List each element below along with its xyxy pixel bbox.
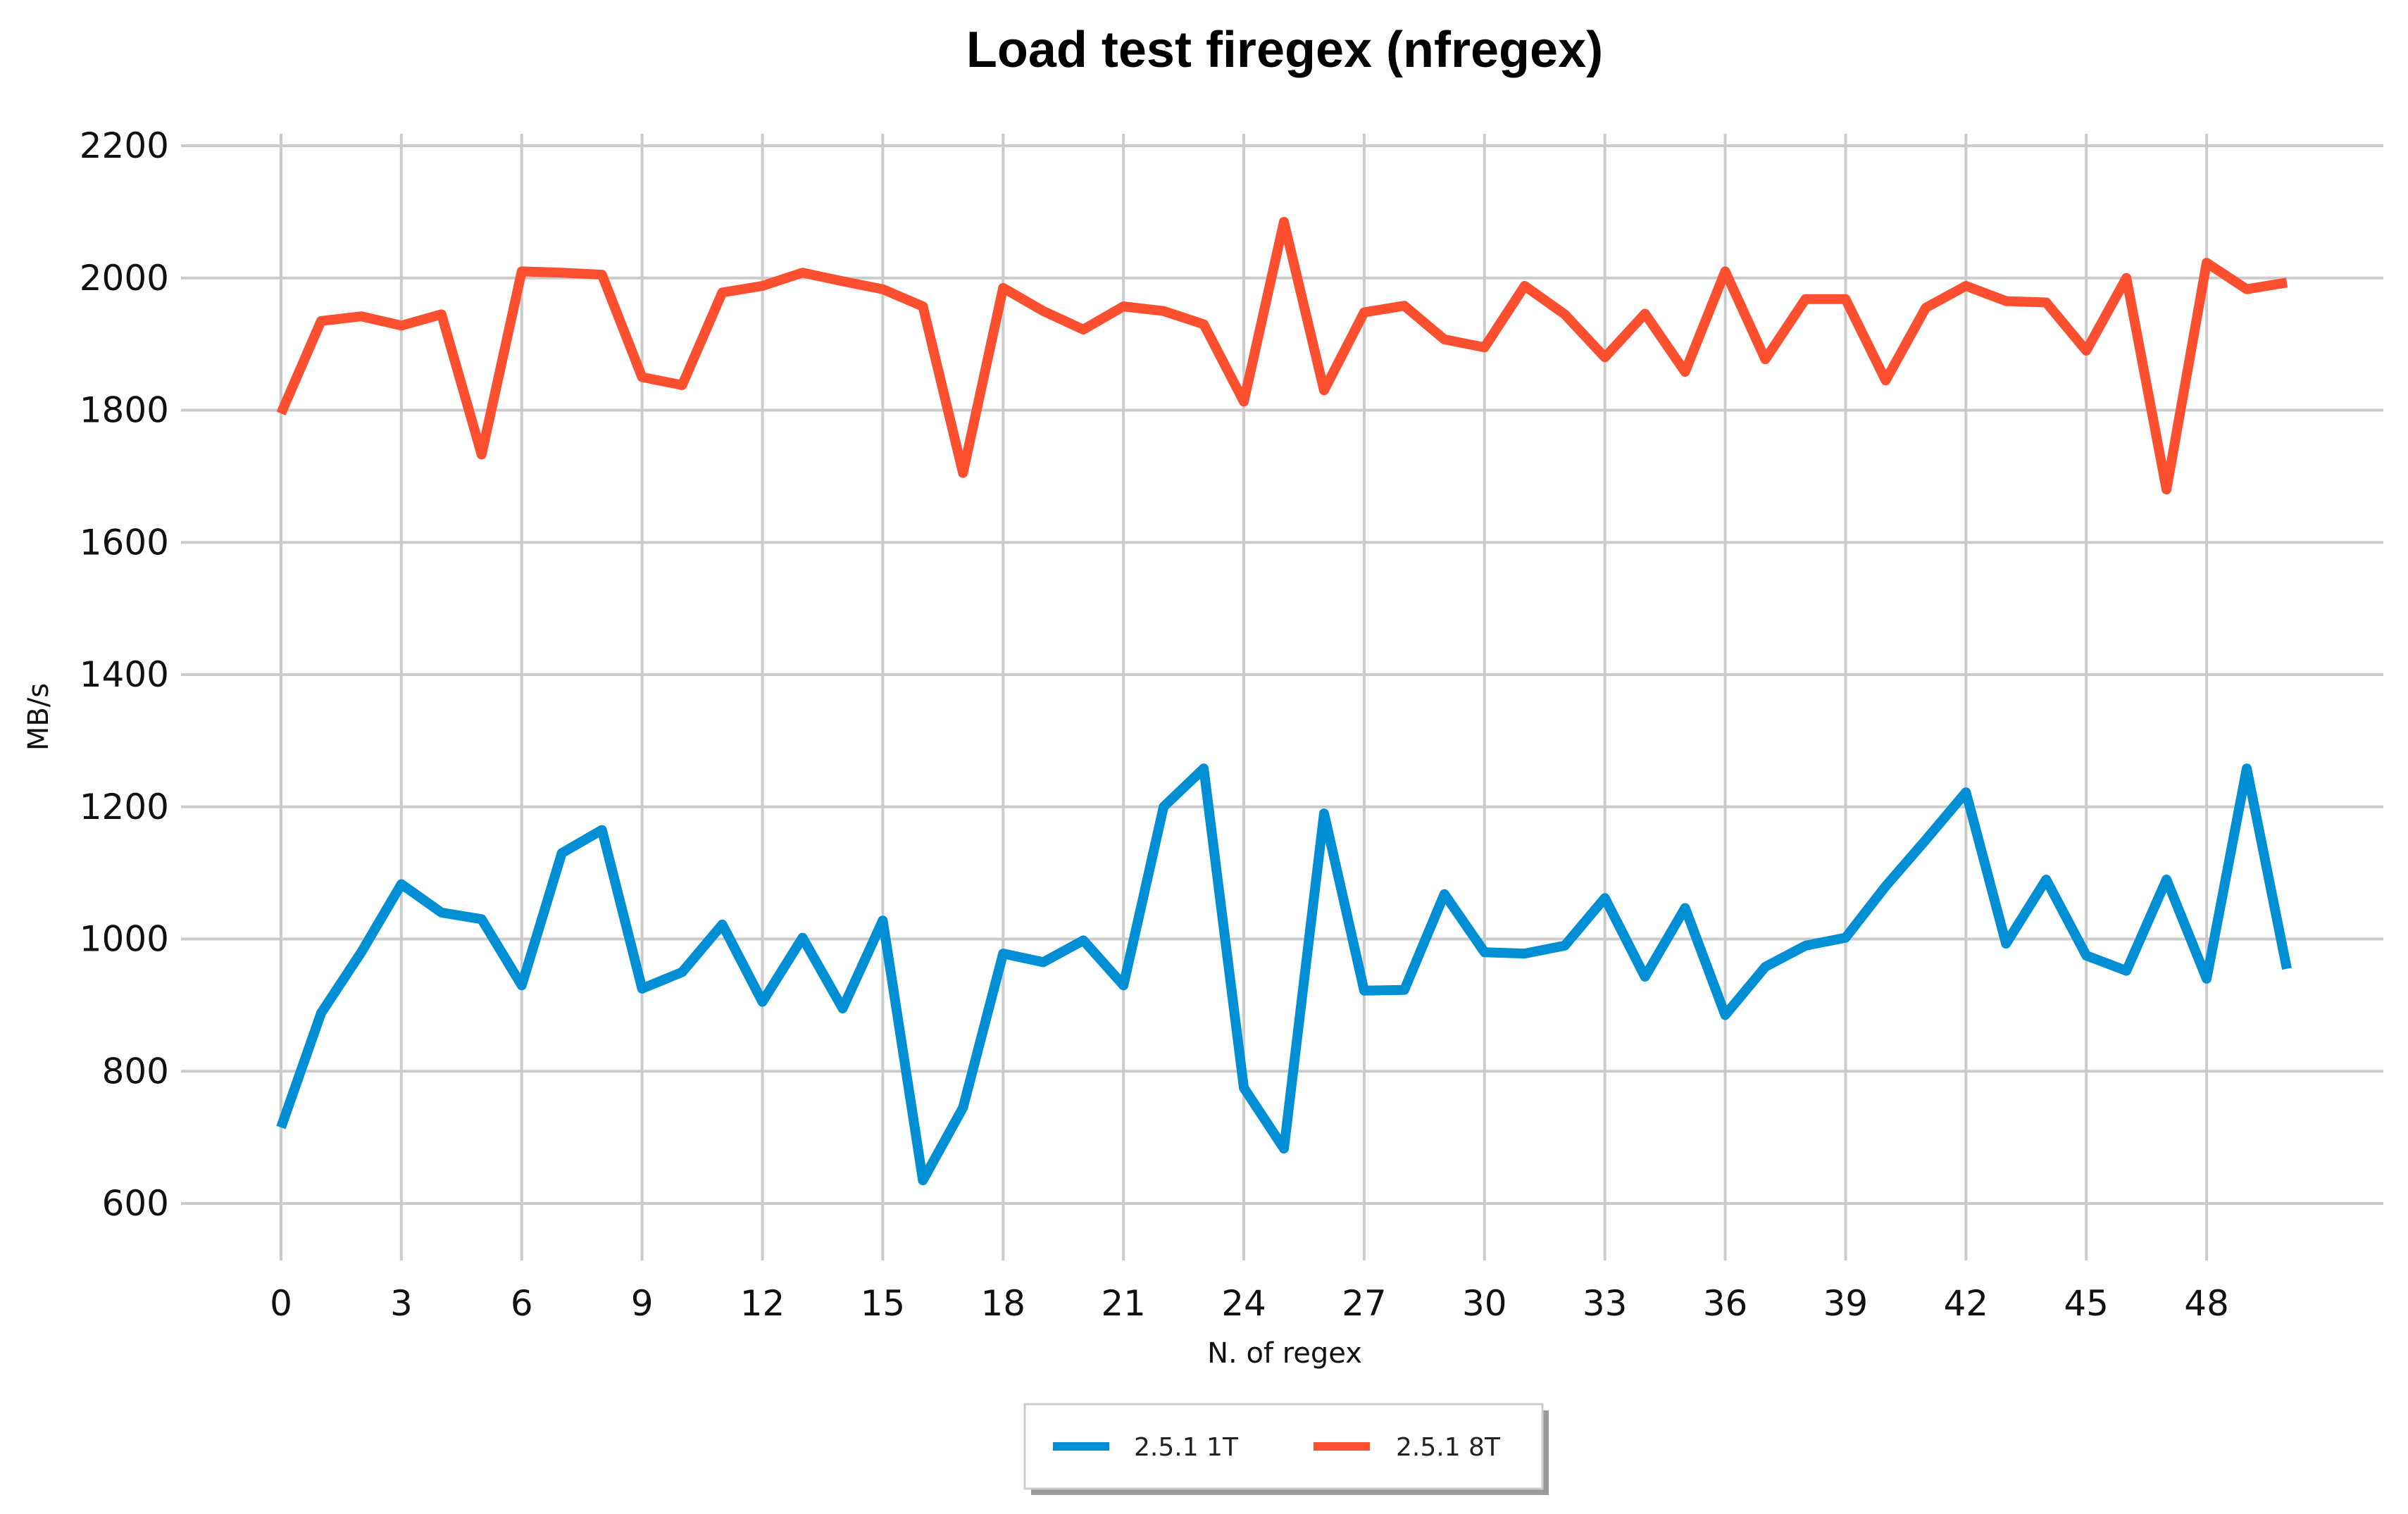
x-tick-label: 42 [1944,1283,1989,1324]
grid [181,134,2383,1260]
x-tick-label: 24 [1221,1283,1266,1324]
x-tick-label: 6 [511,1283,533,1324]
chart-title: Load test firegex (nfregex) [966,22,1603,78]
series-line-1t [276,763,2292,1186]
x-tick-label: 36 [1703,1283,1748,1324]
x-tick-label: 15 [861,1283,906,1324]
y-axis-ticks: 600 800 1000 1200 1400 1600 1800 2000 2200 [80,125,169,1224]
x-tick-label: 48 [2184,1283,2229,1324]
x-tick-label: 45 [2064,1283,2109,1324]
y-tick-label: 1400 [80,654,169,695]
x-tick-label: 27 [1342,1283,1387,1324]
legend-label-8t: 2.5.1 8T [1396,1433,1501,1462]
y-tick-label: 1000 [80,919,169,960]
y-tick-label: 2000 [80,258,169,299]
y-axis-label: MB/s [23,683,55,751]
x-tick-label: 18 [980,1283,1025,1324]
x-tick-label: 30 [1462,1283,1507,1324]
x-tick-label: 33 [1583,1283,1628,1324]
x-tick-label: 9 [631,1283,654,1324]
x-tick-label: 0 [270,1283,292,1324]
y-tick-label: 1200 [80,787,169,827]
y-tick-label: 600 [102,1183,169,1224]
x-axis-ticks: 0 3 6 9 12 15 18 21 24 27 30 33 36 39 42 45 48 [270,1283,2229,1324]
legend: 2.5.1 1T 2.5.1 8T [1023,1403,1549,1495]
series-line-8t [276,216,2288,495]
legend-box [1023,1403,1544,1490]
y-tick-label: 1800 [80,390,169,431]
x-tick-label: 12 [740,1283,785,1324]
y-tick-label: 800 [102,1051,169,1091]
x-axis-label: N. of regex [1207,1337,1362,1370]
y-tick-label: 2200 [80,125,169,166]
x-tick-label: 39 [1823,1283,1869,1324]
x-tick-label: 21 [1101,1283,1146,1324]
legend-label-1t: 2.5.1 1T [1134,1433,1239,1462]
x-tick-label: 3 [390,1283,413,1324]
series-lines [276,216,2292,1186]
y-tick-label: 1600 [80,522,169,563]
